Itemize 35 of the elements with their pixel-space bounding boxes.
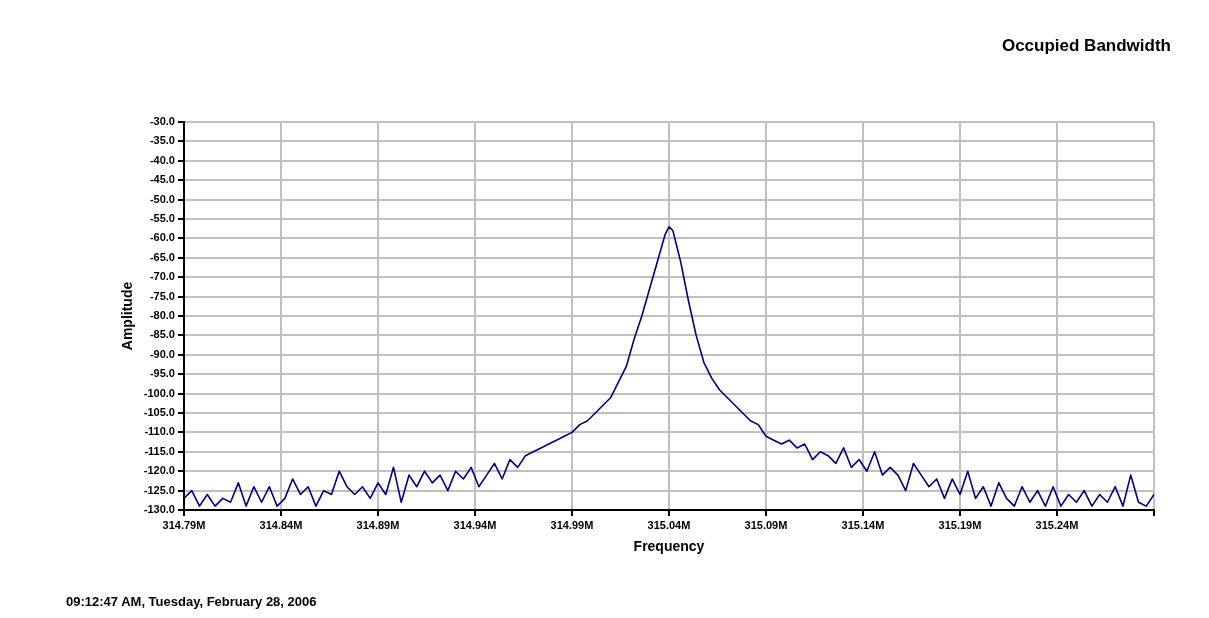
y-tick-label: -45.0 (149, 173, 175, 186)
y-tick-label: -60.0 (149, 231, 175, 244)
y-tick-label: -40.0 (149, 153, 175, 166)
y-tick-label: -115.0 (144, 444, 175, 457)
text: 09:12:47 AM, Tuesday, February 28, 2006 (66, 594, 317, 609)
y-tick-label: -80.0 (149, 309, 175, 322)
x-tick-label: 314.89M (356, 518, 400, 531)
y-tick-label: -65.0 (149, 250, 175, 263)
x-tick-label: 314.99M (550, 518, 594, 531)
y-tick-label: -55.0 (149, 212, 175, 225)
x-tick-label: 314.79M (162, 518, 206, 531)
x-tick-label: 314.84M (259, 518, 303, 531)
y-tick-label: -50.0 (149, 192, 175, 205)
y-tick-label: -100.0 (143, 386, 175, 399)
y-tick-label: -125.0 (143, 483, 175, 496)
y-tick-label: -70.0 (149, 270, 175, 283)
x-tick-label: 315.24M (1035, 518, 1079, 531)
x-axis-title: Frequency (633, 538, 705, 555)
y-tick-label: -130.0 (143, 503, 175, 516)
x-tick-label: 315.19M (938, 518, 982, 531)
y-tick-label: -95.0 (149, 367, 175, 380)
y-tick-label: -120.0 (143, 464, 175, 477)
y-tick-label: -30.0 (149, 115, 175, 128)
y-tick-label: -90.0 (149, 347, 175, 360)
chart-title: Occupied Bandwidth (1001, 36, 1171, 56)
x-tick-label: 315.09M (744, 518, 788, 531)
y-tick-label: -105.0 (143, 406, 175, 419)
x-tick-label: 314.94M (453, 518, 497, 531)
y-tick-label: -35.0 (149, 134, 175, 147)
x-tick-label: 315.14M (841, 518, 885, 531)
y-tick-label: -110.0 (144, 425, 175, 438)
y-axis-title: Amplitude (119, 281, 136, 351)
y-tick-label: -85.0 (149, 328, 175, 341)
y-tick-label: -75.0 (149, 289, 175, 302)
x-tick-label: 315.04M (647, 518, 691, 531)
